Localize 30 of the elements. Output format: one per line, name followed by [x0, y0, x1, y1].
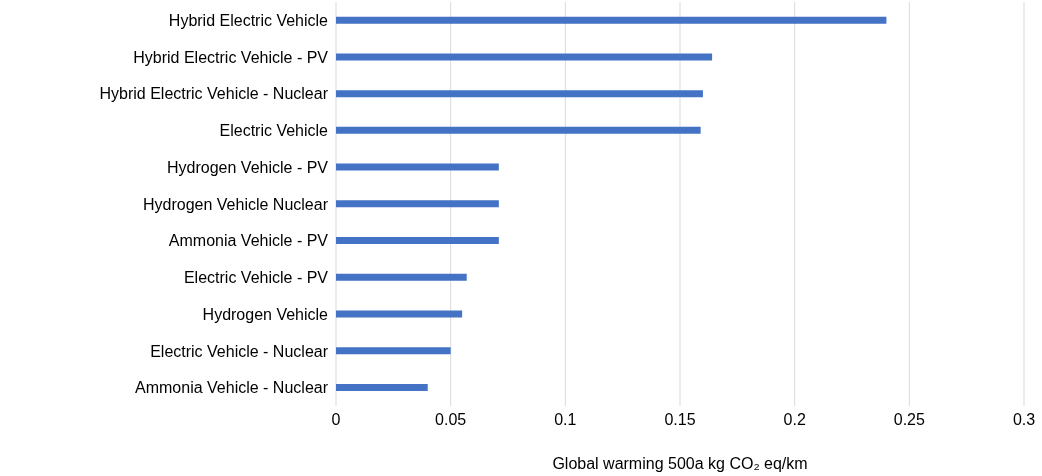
- y-tick-label: Electric Vehicle: [219, 122, 329, 140]
- x-tick-label: 0.25: [893, 411, 926, 429]
- bar: [336, 237, 499, 245]
- x-tick-label: 0.1: [554, 411, 577, 429]
- y-tick-label: Hybrid Electric Vehicle - Nuclear: [99, 85, 329, 103]
- y-tick-label: Hybrid Electric Vehicle: [168, 12, 329, 30]
- bar: [336, 53, 713, 61]
- bar: [336, 90, 703, 98]
- y-tick-label: Ammonia Vehicle - Nuclear: [135, 379, 329, 397]
- bar: [336, 273, 467, 281]
- y-tick-label: Electric Vehicle - PV: [183, 269, 329, 287]
- bar: [336, 16, 887, 24]
- y-tick-label: Hydrogen Vehicle - PV: [167, 158, 329, 176]
- y-tick-label: Hybrid Electric Vehicle - PV: [133, 48, 329, 66]
- x-tick-label: 0.05: [435, 411, 467, 429]
- x-tick-label: 0: [331, 411, 341, 429]
- bar: [336, 347, 451, 355]
- y-tick-label: Hydrogen Vehicle: [202, 305, 329, 323]
- x-tick-label: 0.15: [664, 411, 696, 429]
- x-axis-title: Global warming 500a kg CO₂ eq/km: [552, 455, 808, 473]
- bar: [336, 126, 701, 134]
- x-tick-label: 0.2: [783, 411, 806, 429]
- bar: [336, 200, 499, 208]
- bar: [336, 383, 428, 391]
- bar: [336, 163, 499, 171]
- y-tick-label: Electric Vehicle - Nuclear: [150, 342, 329, 360]
- x-tick-label: 0.3: [1012, 411, 1036, 429]
- y-tick-label: Hydrogen Vehicle Nuclear: [143, 195, 329, 213]
- y-tick-label: Ammonia Vehicle - PV: [168, 232, 329, 250]
- bar: [336, 310, 463, 318]
